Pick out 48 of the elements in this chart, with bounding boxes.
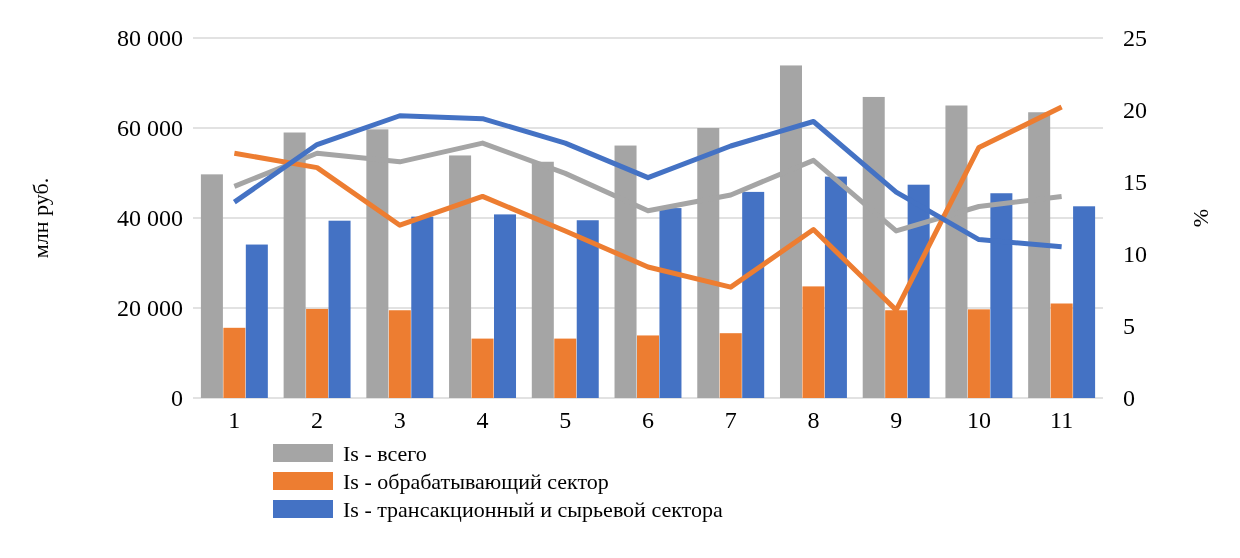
x-tick-label: 1 [228,407,241,433]
bar [449,155,472,398]
x-tick-label: 2 [311,407,324,433]
bar [742,191,765,398]
legend-label: Is - обрабатывающий сектор [343,468,609,494]
x-tick-label: 10 [966,407,991,433]
y2-tick-label: 20 [1123,97,1147,124]
bar [388,310,411,398]
x-tick-label: 6 [642,407,654,433]
x-tick-label: 5 [559,407,572,433]
bar [471,338,494,398]
bar [719,333,742,398]
x-tick-label: 9 [890,407,903,433]
x-tick-label: 7 [724,407,737,433]
y2-tick-label: 25 [1123,25,1147,52]
bar [576,220,599,398]
y2-tick-label: 5 [1123,313,1135,340]
y-tick-label: 0 [171,385,183,412]
y-tick-label: 20 000 [117,295,183,322]
bar [223,327,246,398]
bar [824,176,847,398]
legend-label: Is - всего [343,440,427,466]
x-tick-label: 4 [476,407,489,433]
y-tick-label: 60 000 [117,115,183,142]
y2-tick-label: 10 [1123,241,1147,268]
bar [200,174,223,398]
y-tick-label: 40 000 [117,205,183,232]
y2-tick-label: 0 [1123,385,1135,412]
bar [554,338,577,398]
legend-label: Is - трансакционный и сырьевой сектора [343,496,723,522]
y2-axis-title: % [1188,208,1213,228]
y-axis-title: млн руб. [28,177,53,259]
bar [328,220,351,398]
y-tick-label: 80 000 [117,25,183,52]
bar [636,335,660,398]
x-tick-label: 11 [1050,407,1074,433]
bar [245,244,268,398]
y2-tick-label: 15 [1123,169,1147,196]
bar [1073,206,1096,398]
bar [494,214,517,398]
bar [659,208,682,398]
bar [411,216,434,398]
x-tick-label: 8 [807,407,820,433]
bar [967,309,990,398]
x-tick-label: 3 [393,407,406,433]
bar [1050,303,1073,398]
bar [306,308,329,398]
bar [802,286,825,398]
